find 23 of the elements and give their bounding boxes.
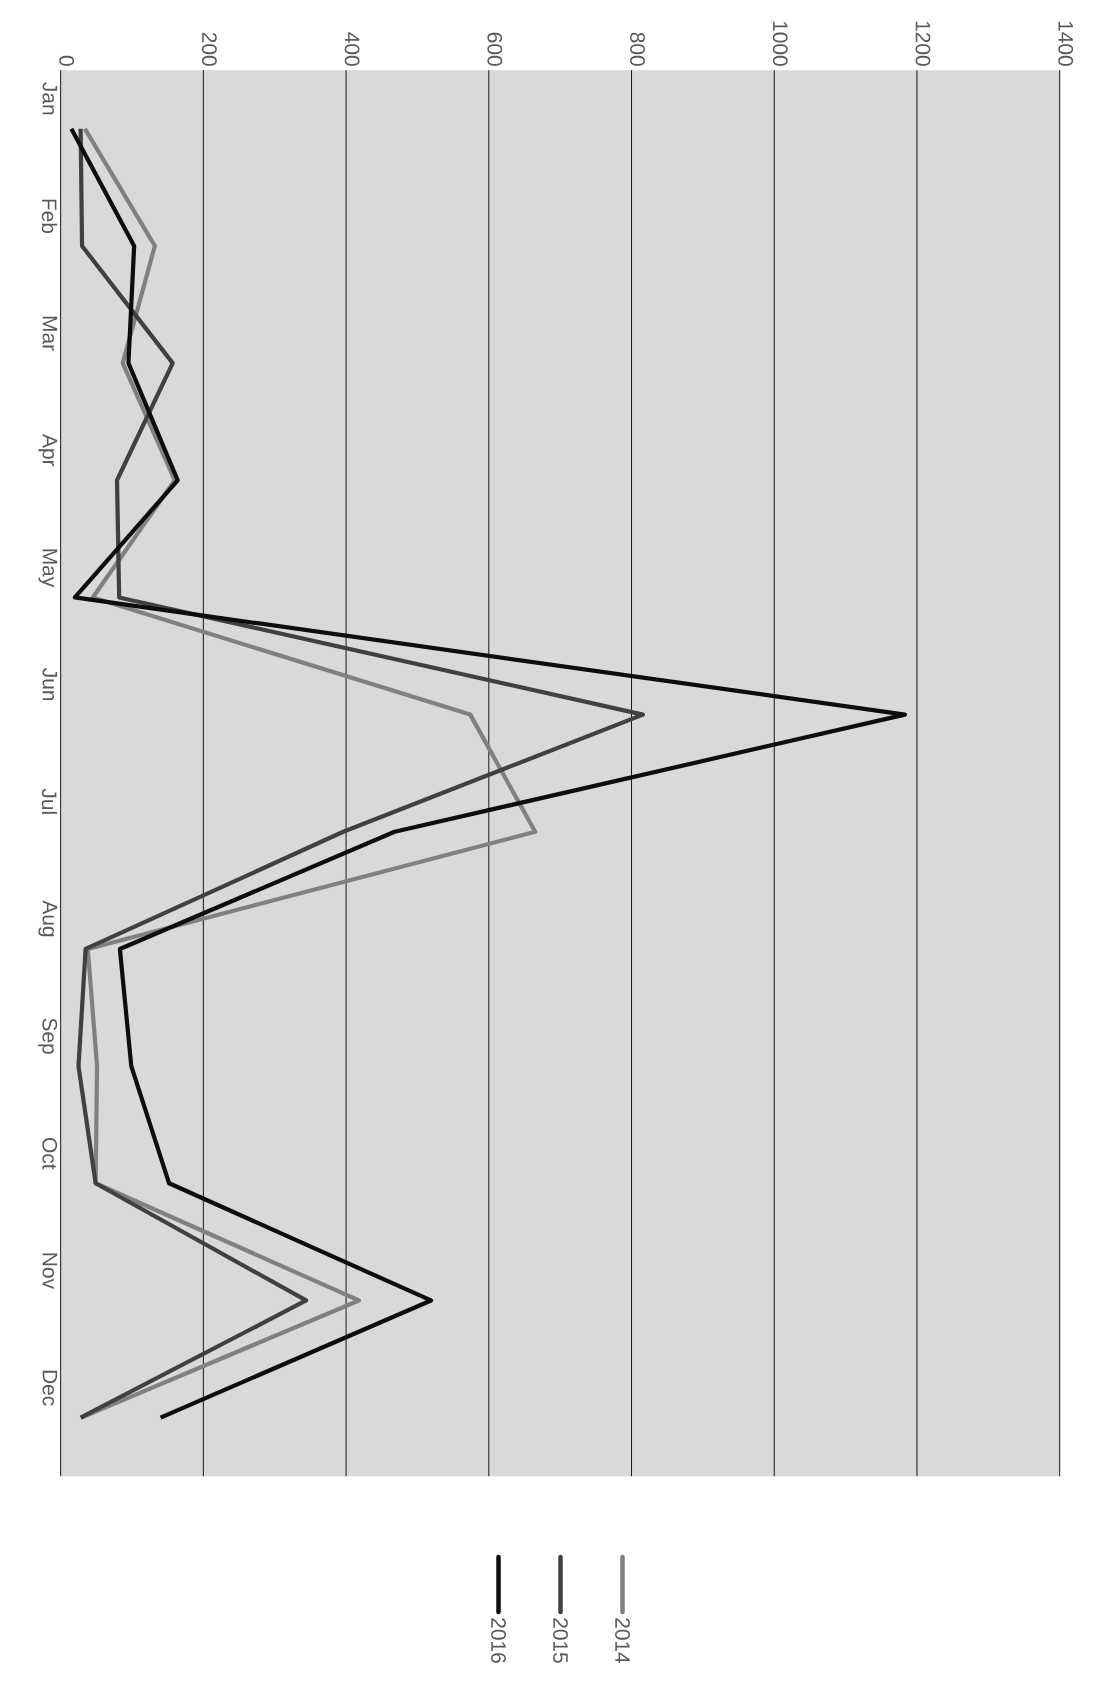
text: 2014 <box>615 1618 630 1664</box>
x-tick-label: 1000 <box>772 21 788 66</box>
y-tick-label: May <box>38 549 58 588</box>
x-tick-label: 200 <box>201 32 217 66</box>
y-tick-label: Jul <box>41 788 58 814</box>
x-tick-label: 1400 <box>1058 21 1074 66</box>
x-tick-label: 400 <box>344 32 360 66</box>
y-tick-label: Aug <box>38 900 58 937</box>
x-tick-label: 800 <box>630 32 645 66</box>
y-tick-label: Sep <box>38 1018 58 1054</box>
x-tick-label: 1200 <box>915 21 931 66</box>
x-tick-label: 600 <box>487 32 503 66</box>
y-tick-label: Jan <box>42 82 58 115</box>
y-tick-label: Jun <box>42 668 58 701</box>
y-tick-label: Mar <box>42 316 58 351</box>
y-tick-label: Apr <box>38 434 58 467</box>
y-tick-label: Feb <box>41 199 58 234</box>
text: 2015 <box>553 1618 568 1663</box>
x-tick-label: 0 <box>59 55 75 66</box>
y-tick-label: Nov <box>42 1253 58 1289</box>
y-tick-label: Dec <box>42 1370 58 1406</box>
text: 2016 <box>491 1618 506 1663</box>
y-tick-label: Oct <box>42 1137 58 1170</box>
